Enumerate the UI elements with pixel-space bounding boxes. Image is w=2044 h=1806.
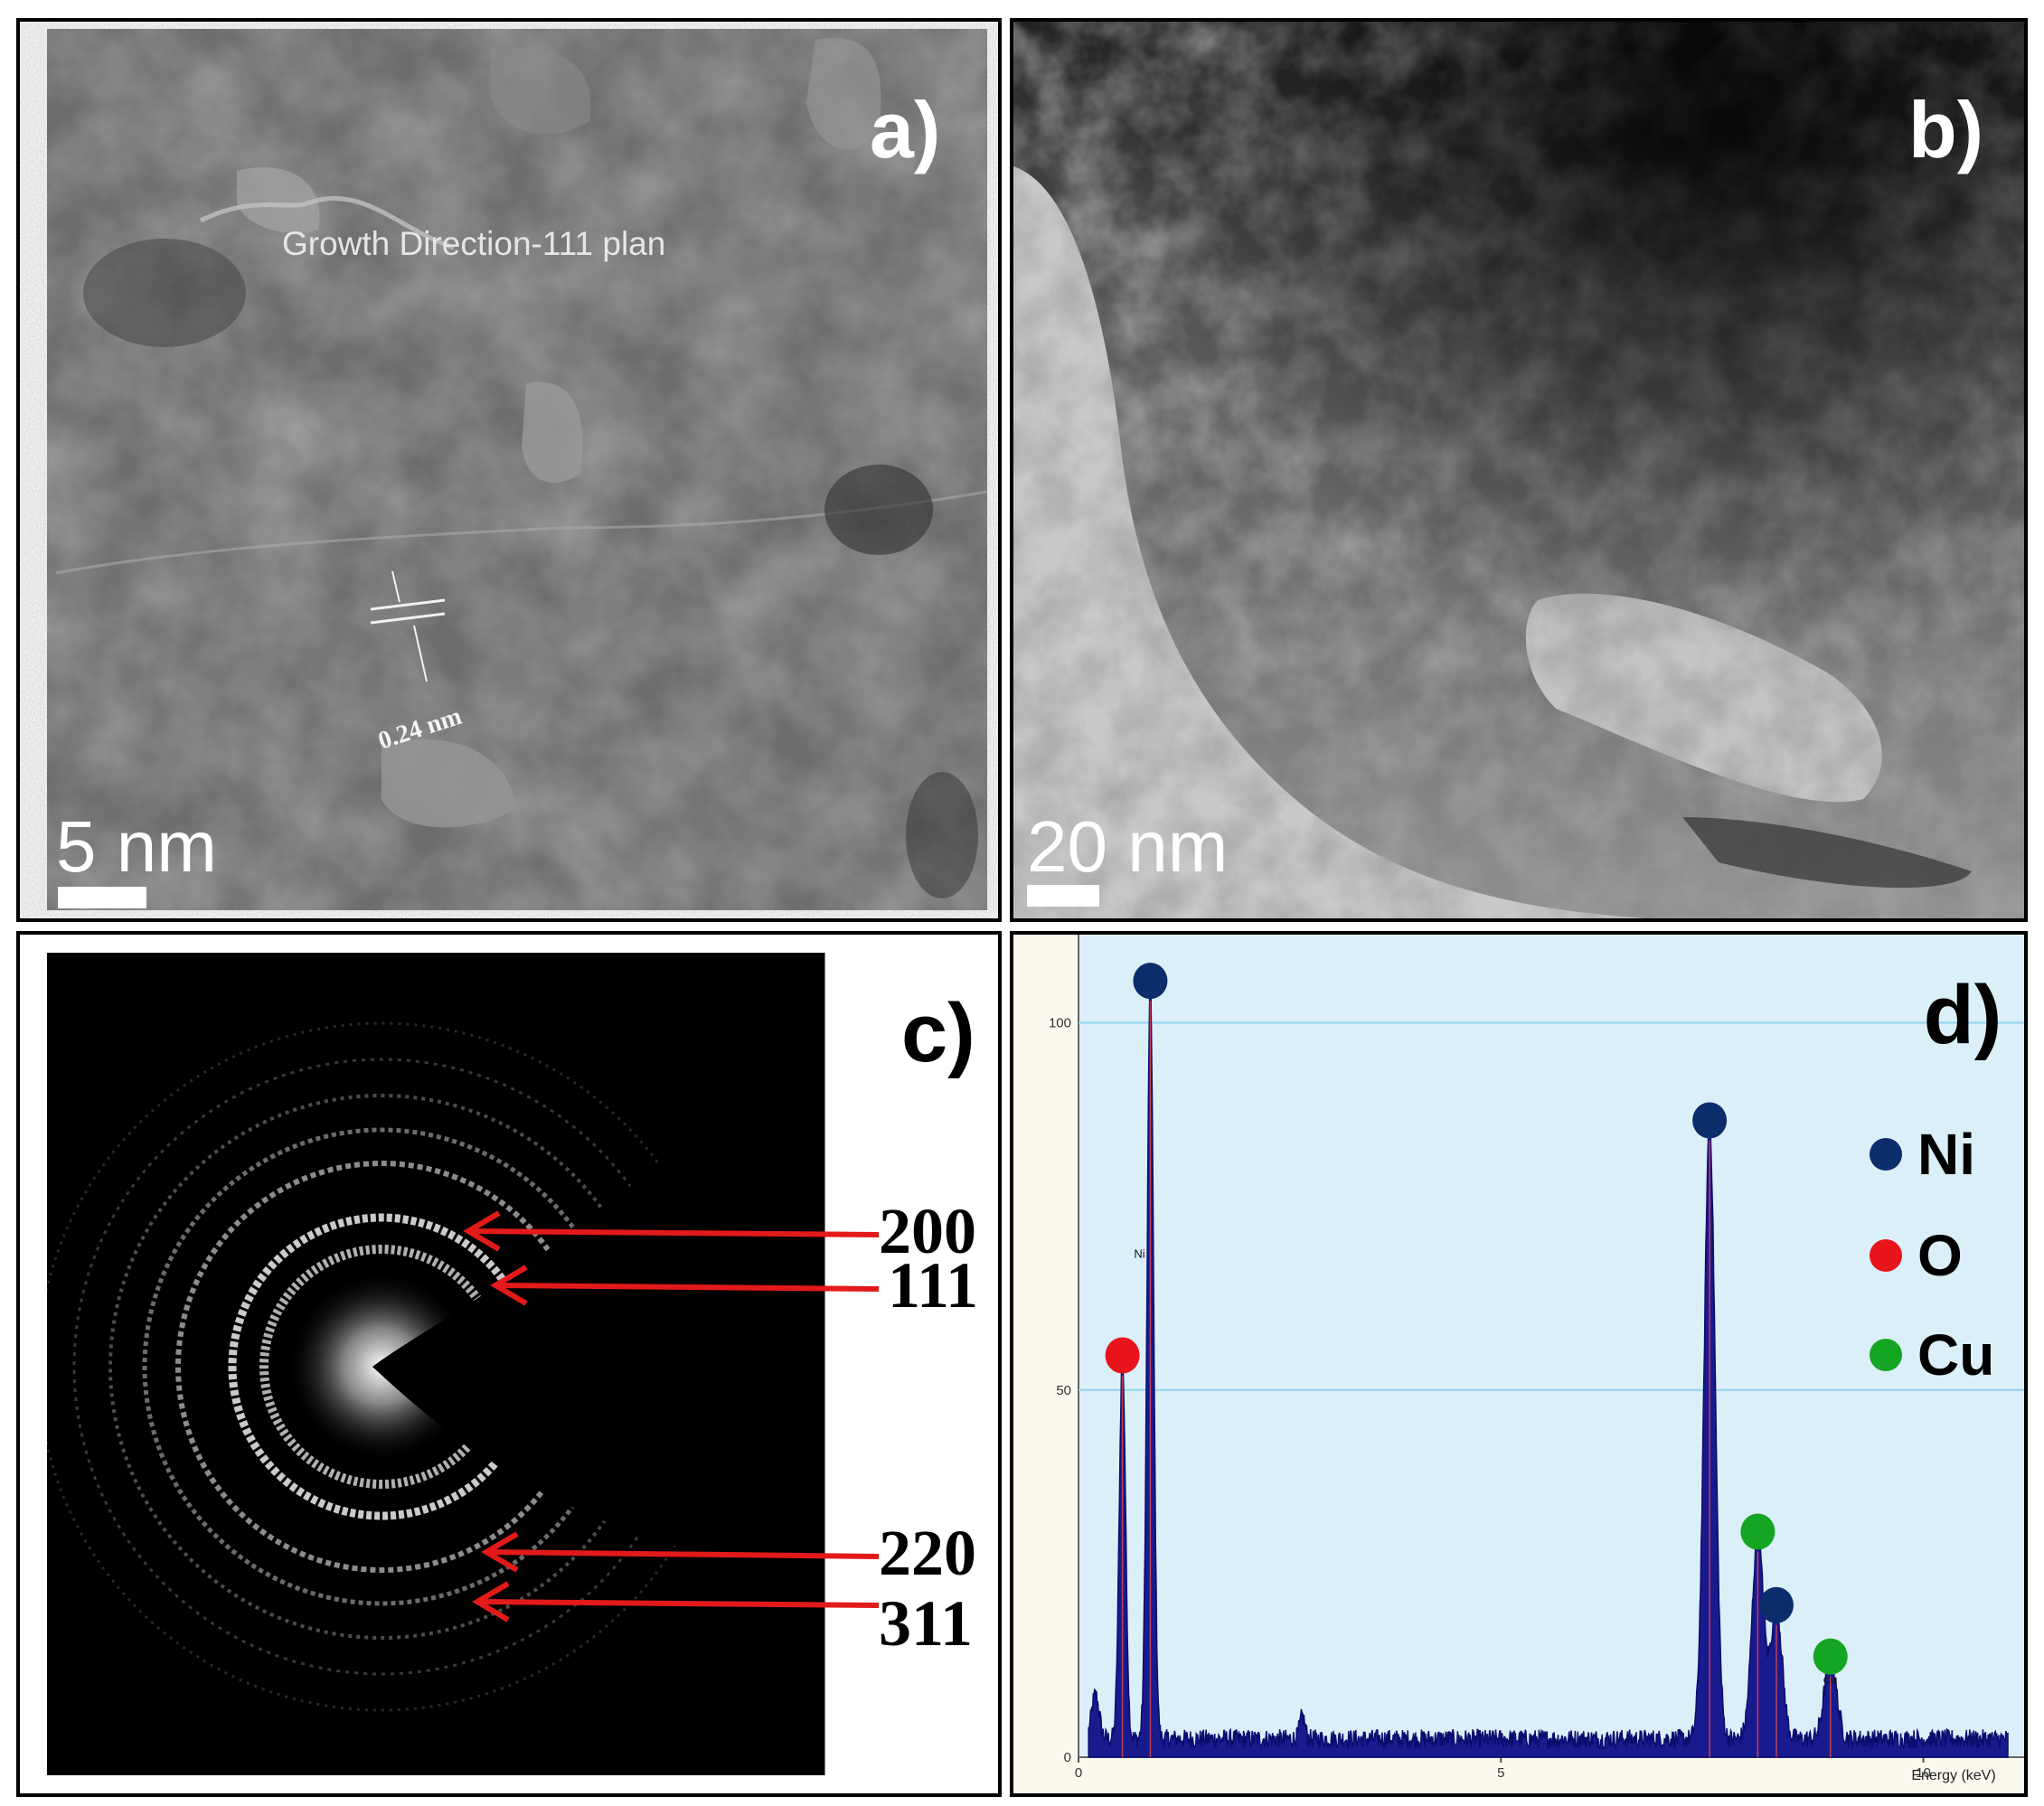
arrow-220 — [489, 1549, 880, 1559]
ring-label-220: 220 — [879, 1517, 976, 1589]
panel-b-label: b) — [1908, 85, 1983, 174]
panel-a-label: a) — [870, 85, 940, 174]
growth-direction-annotation: Growth Direction-111 plan — [282, 225, 665, 262]
scale-bar-label-a: 5 nm — [56, 806, 217, 887]
panel-d-label: d) — [1924, 969, 2002, 1061]
peak-marker-ni — [1692, 1102, 1728, 1139]
peak-marker-ni — [1133, 963, 1168, 1000]
beam-stopper — [372, 1097, 824, 1622]
y-tick-label: 50 — [1056, 1383, 1071, 1398]
legend-marker-o — [1870, 1239, 1902, 1272]
legend-marker-ni — [1870, 1138, 1902, 1171]
peak-label-ni: Ni — [1134, 1247, 1144, 1261]
peak-marker-ni — [1758, 1586, 1794, 1623]
x-tick-label: 5 — [1497, 1765, 1504, 1781]
x-axis-label: Energy (keV) — [1911, 1768, 1995, 1783]
ring-label-200: 200 — [879, 1195, 976, 1267]
peak-marker-o — [1105, 1337, 1140, 1374]
panel-b-tem: b) 20 nm — [1010, 18, 2028, 922]
x-tick-label: 10 — [1916, 1765, 1931, 1781]
spectrum-area — [1088, 973, 2009, 1758]
ring-label-111: 111 — [888, 1249, 978, 1322]
arrow-111 — [498, 1283, 880, 1292]
panel-d-eds: 0 50 100 0 5 10 Ni Cu Energy (keV) d) Ni O C… — [1010, 931, 2028, 1797]
ring-arrows — [463, 1210, 880, 1623]
legend-label-o: O — [1917, 1223, 1963, 1288]
peak-lines — [1121, 1001, 1832, 1757]
panel-c-label: c) — [901, 987, 975, 1079]
y-axis-ticks: 0 50 100 — [1049, 1016, 1071, 1766]
legend-marker-cu — [1870, 1339, 1902, 1371]
peak-marker-cu — [1813, 1638, 1848, 1675]
y-tick-label: 0 — [1064, 1750, 1071, 1765]
hrtem-image: Growth Direction-111 plan 0.24 nm a) 5 n… — [47, 29, 988, 910]
plot-area — [1079, 935, 2024, 1757]
saed-pattern: c) 200 111 220 311 — [47, 953, 978, 1775]
panel-a-hrtem: Growth Direction-111 plan 0.24 nm a) 5 n… — [16, 18, 1002, 922]
scale-bar-b — [1027, 885, 1099, 907]
x-tick-label: 0 — [1075, 1765, 1082, 1781]
arrow-311 — [480, 1599, 880, 1608]
arrow-200 — [471, 1228, 880, 1237]
legend-label-ni: Ni — [1917, 1122, 1975, 1187]
spacing-arrow-bottom — [413, 625, 428, 682]
panel-c-saed: c) 200 111 220 311 — [16, 931, 1002, 1797]
grid-lines — [1079, 1021, 2024, 1391]
eds-spectrum-chart: 0 50 100 0 5 10 Ni Cu Energy (keV) d) Ni O C… — [1013, 935, 2024, 1793]
peak-markers — [1105, 963, 1848, 1675]
ring-label-311: 311 — [879, 1587, 973, 1660]
lattice-line-2 — [370, 612, 446, 625]
scale-bar-a — [58, 887, 146, 908]
peak-marker-cu — [1740, 1513, 1776, 1550]
legend: Ni O Cu — [1870, 1122, 1994, 1387]
peak-label-cu: Cu — [1823, 1676, 1836, 1687]
lattice-line-1 — [370, 598, 446, 611]
legend-label-cu: Cu — [1917, 1322, 1994, 1387]
y-tick-label: 100 — [1049, 1016, 1071, 1031]
spacing-arrow-top — [391, 570, 400, 603]
tem-image: b) 20 nm — [1013, 22, 2024, 918]
scale-bar-label-b: 20 nm — [1027, 806, 1228, 887]
x-axis-ticks: 0 5 10 — [1075, 1757, 1931, 1781]
